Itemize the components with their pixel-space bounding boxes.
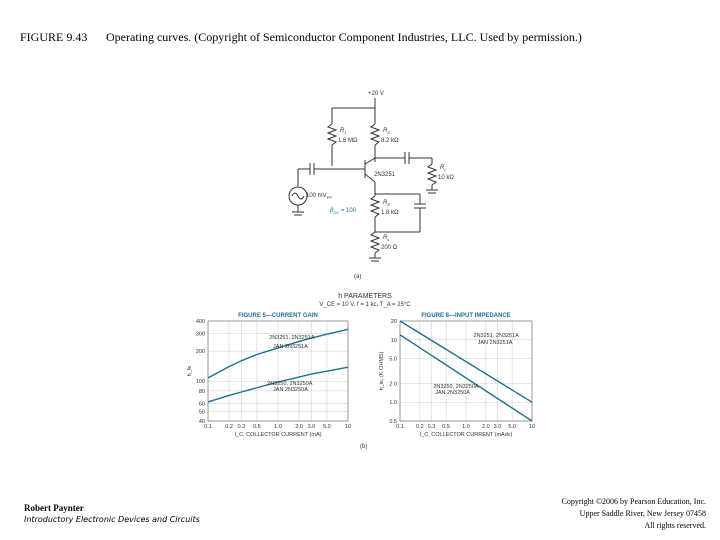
footer-left: Robert Paynter Introductory Electronic D… xyxy=(24,502,200,526)
input-impedance-chart: 0.1 0.2 0.3 0.5 1.0 2.0 3.0 5.0 10 0.5 1.0 2.0 5.0 10… xyxy=(379,313,535,438)
rc-value: 8.2 kΩ xyxy=(381,138,399,144)
transistor-label: 2N3251 xyxy=(374,172,396,178)
x-tick-label: 2.0 xyxy=(482,424,490,430)
panel-a-label: (a) xyxy=(354,274,361,280)
panel-b-label: (b) xyxy=(360,444,367,450)
x-tick-label: 0.1 xyxy=(204,424,212,430)
footer-author: Robert Paynter xyxy=(24,503,84,513)
current-gain-chart: 0.1 0.2 0.3 0.5 1.0 2.0 3.0 5.0 10 40 50 60 80 100 200… xyxy=(187,313,351,438)
y-tick-label: 40 xyxy=(199,419,205,425)
x-tick-label: 1.0 xyxy=(274,424,282,430)
figure-caption: Operating curves. (Copyright of Semicond… xyxy=(106,30,582,44)
circuit-diagram: +20 V R1 1.6 MΩ RC 8.2 kΩ RL 10 kΩ 2N325… xyxy=(288,91,454,280)
curve-annotation: JAN 2N3250A xyxy=(435,390,470,396)
curve-annotation: 2N3251, 2N3251A xyxy=(269,335,315,341)
x-tick-label: 0.5 xyxy=(442,424,450,430)
y-tick-label: 80 xyxy=(199,389,205,395)
y-tick-label: 60 xyxy=(199,401,205,407)
y-tick-label: 400 xyxy=(196,319,205,325)
rc-name: RC xyxy=(383,128,390,135)
re-value: 1.8 kΩ xyxy=(381,210,399,216)
x-axis-label: I_C, COLLECTOR CURRENT (mA) xyxy=(235,432,322,438)
x-tick-label: 10 xyxy=(529,424,535,430)
x-tick-label: 1.0 xyxy=(462,424,470,430)
curve-annotation: JAN 2N3251A xyxy=(273,344,308,350)
curve-annotation: JAN 2N3251A xyxy=(478,340,513,346)
x-tick-label: 10 xyxy=(345,424,351,430)
x-tick-label: 3.0 xyxy=(308,424,316,430)
x-tick-label: 0.2 xyxy=(416,424,424,430)
x-tick-label: 5.0 xyxy=(508,424,516,430)
x-axis-label: I_C, COLLECTOR CURRENT (mAdc) xyxy=(420,432,513,438)
copyright-line-1: Copyright ©2006 by Pearson Education, In… xyxy=(561,497,707,506)
curve-annotation: 2N3250, 2N3250A xyxy=(267,381,313,387)
chart-title: FIGURE 8—INPUT IMPEDANCE xyxy=(421,313,510,319)
re-name: RE xyxy=(383,200,390,207)
series-line xyxy=(399,320,533,403)
y-tick-label: 200 xyxy=(196,349,205,355)
x-tick-label: 0.1 xyxy=(396,424,404,430)
y-tick-label: 5.0 xyxy=(389,357,397,363)
source-value: 100 mVPP xyxy=(306,193,332,200)
x-tick-label: 0.3 xyxy=(428,424,436,430)
y-tick-label: 50 xyxy=(199,409,205,415)
figure-number: FIGURE 9.43 xyxy=(20,30,88,44)
y-tick-label: 1.0 xyxy=(389,400,397,406)
x-tick-label: 3.0 xyxy=(494,424,502,430)
series-line xyxy=(399,334,533,422)
rs-value: 200 Ω xyxy=(381,245,398,251)
x-tick-label: 2.0 xyxy=(295,424,303,430)
rs-name: Rs xyxy=(383,235,389,242)
y-tick-label: 300 xyxy=(196,331,205,337)
footer-book-title: Introductory Electronic Devices and Circ… xyxy=(24,515,200,524)
y-tick-label: 2.0 xyxy=(389,381,397,387)
y-tick-label: 20 xyxy=(391,319,397,325)
series-line xyxy=(207,328,349,379)
footer-copyright: Copyright ©2006 by Pearson Education, In… xyxy=(562,496,707,532)
rl-value: 10 kΩ xyxy=(438,175,454,181)
r1-value: 1.6 MΩ xyxy=(338,138,358,144)
chart-title: FIGURE 5—CURRENT GAIN xyxy=(238,313,318,319)
copyright-line-3: All rights reserved. xyxy=(644,521,706,530)
y-tick-label: 0.5 xyxy=(389,419,397,425)
plot-frame xyxy=(207,320,349,422)
curve-annotation: 2N3250, 2N3250A xyxy=(433,384,479,390)
curve-annotation: JAN 2N3250A xyxy=(273,387,308,393)
plot-frame xyxy=(399,320,533,422)
x-tick-label: 0.3 xyxy=(238,424,246,430)
rl-name: RL xyxy=(440,165,447,172)
curve-annotation: 2N3251, 2N3251A xyxy=(474,333,520,339)
supply-label: +20 V xyxy=(368,91,384,97)
r1-name: R1 xyxy=(340,128,347,135)
h-parameters-conditions: V_CE = 10 V, f = 1 kc, T_A = 25°C xyxy=(319,302,411,308)
series-line xyxy=(207,366,349,403)
y-axis-label: h_ie, (K OHMS) xyxy=(379,351,385,390)
y-tick-label: 10 xyxy=(391,338,397,344)
x-tick-label: 0.2 xyxy=(225,424,233,430)
y-tick-label: 100 xyxy=(196,379,205,385)
operating-curves-charts: h PARAMETERS V_CE = 10 V, f = 1 kc, T_A … xyxy=(187,293,535,450)
beta-label: βDC = 100 xyxy=(329,208,357,215)
copyright-line-2: Upper Saddle River, New Jersey 07458 xyxy=(579,509,706,518)
h-parameters-title: h PARAMETERS xyxy=(338,293,392,300)
x-tick-label: 0.5 xyxy=(253,424,261,430)
y-axis-label: h_fe xyxy=(187,366,193,377)
x-tick-label: 5.0 xyxy=(323,424,331,430)
